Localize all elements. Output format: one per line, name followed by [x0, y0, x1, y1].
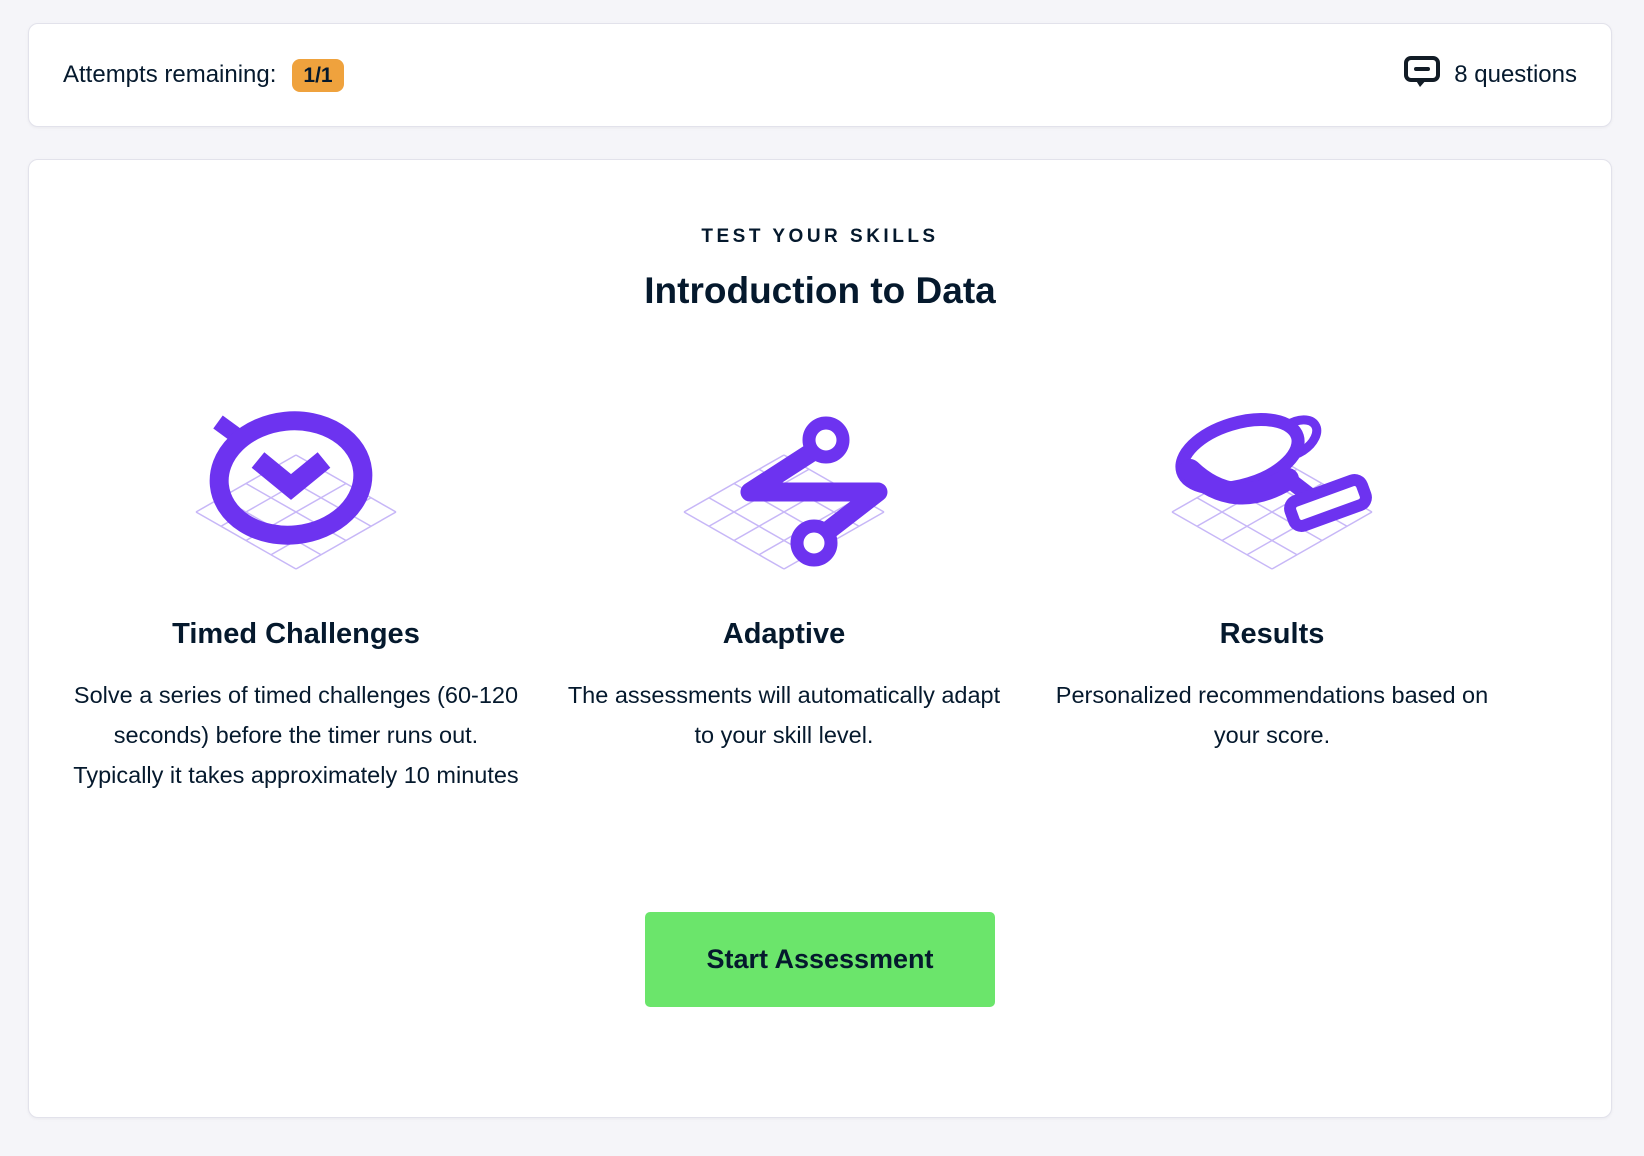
attempts-topbar: Attempts remaining: 1/1 8 questions [28, 23, 1612, 127]
speech-bubble-icon [1403, 55, 1441, 96]
feature-results: Results Personalized recommendations bas… [1028, 400, 1516, 795]
attempts-label: Attempts remaining: [63, 61, 277, 88]
question-count: 8 questions [1403, 55, 1577, 96]
eyebrow-text: TEST YOUR SKILLS [701, 226, 939, 247]
feature-description: Solve a series of timed challenges (60-1… [73, 682, 519, 788]
adaptive-path-icon [674, 400, 894, 570]
attempts-badge: 1/1 [292, 58, 344, 92]
stopwatch-icon [186, 400, 406, 570]
feature-row: Timed Challenges Solve a series of timed… [52, 400, 1611, 795]
feature-timed-challenges: Timed Challenges Solve a series of timed… [52, 400, 540, 795]
feature-description: The assessments will automatically adapt… [567, 682, 1001, 748]
start-assessment-button[interactable]: Start Assessment [645, 912, 995, 1007]
question-count-label: 8 questions [1454, 61, 1577, 88]
assessment-intro-card: TEST YOUR SKILLS Introduction to Data [28, 159, 1612, 1118]
feature-description: Personalized recommendations based on yo… [1055, 682, 1489, 748]
feature-title: Adaptive [722, 618, 846, 650]
page-title: Introduction to Data [644, 270, 996, 311]
trophy-icon [1162, 400, 1382, 570]
attempts-remaining: Attempts remaining: 1/1 [63, 58, 344, 92]
feature-title: Results [1219, 618, 1325, 650]
feature-adaptive: Adaptive The assessments will automatica… [540, 400, 1028, 795]
feature-title: Timed Challenges [172, 618, 420, 650]
